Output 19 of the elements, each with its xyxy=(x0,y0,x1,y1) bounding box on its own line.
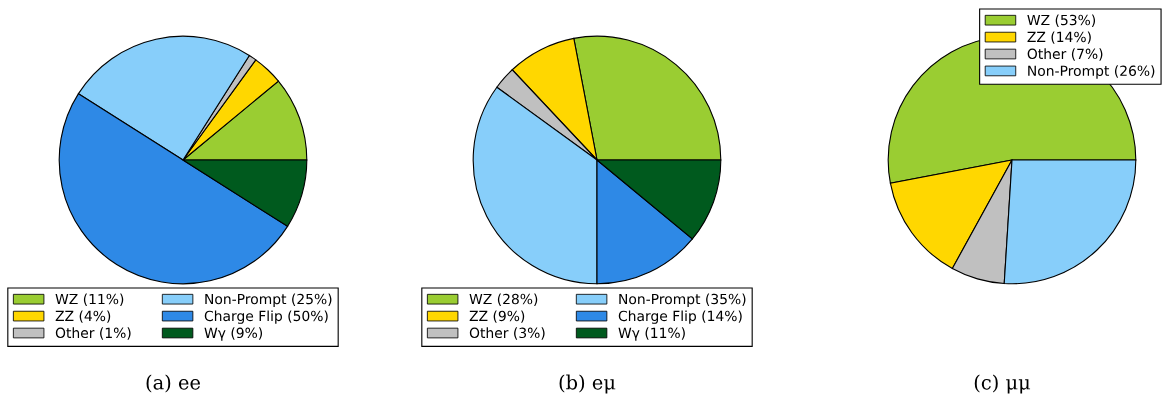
legend-label: WZ (28%) xyxy=(469,293,538,306)
legend-label: Wγ (11%) xyxy=(618,327,685,341)
legend-label: Charge Flip (50%) xyxy=(204,310,328,324)
legend-label: Wγ (9%) xyxy=(204,327,263,341)
legend-label: Other (1%) xyxy=(55,327,131,340)
legend-label: WZ (53%) xyxy=(1027,14,1096,27)
legend-label: Other (3%) xyxy=(469,327,545,340)
text: (a) ee xyxy=(146,374,201,393)
legend-label: ZZ (4%) xyxy=(55,310,111,323)
legend-label: ZZ (9%) xyxy=(469,310,525,323)
legend-label: WZ (11%) xyxy=(55,293,124,306)
legend-label: Other (7%) xyxy=(1027,48,1103,61)
legend-label: ZZ (14%) xyxy=(1027,31,1091,44)
legend-label: Non-Prompt (26%) xyxy=(1028,65,1155,79)
text: (b) eμ xyxy=(559,374,616,394)
legend-label: Non-Prompt (25%) xyxy=(205,293,332,307)
legend-label: Non-Prompt (35%) xyxy=(619,293,746,307)
legend-label: Charge Flip (14%) xyxy=(618,310,742,324)
text: (c) μμ xyxy=(974,374,1031,394)
